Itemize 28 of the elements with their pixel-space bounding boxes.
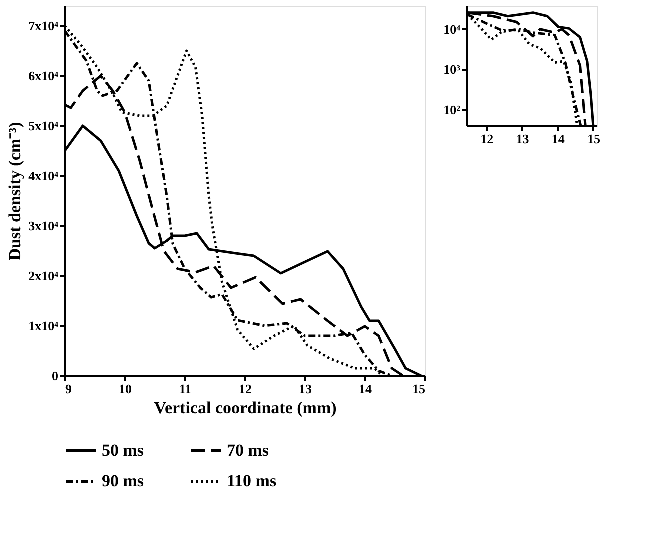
x-tick-label: 11 [179,382,192,396]
x-tick-label: 15 [587,132,601,146]
x-tick-label: 14 [552,132,566,146]
x-tick-label: 13 [299,382,312,396]
y-tick-label: 4x10⁴ [28,168,59,184]
x-tick-label: 15 [412,382,426,396]
y-axis-title: Dust density (cm⁻³) [6,122,25,261]
y-tick-label: 1x10⁴ [28,318,59,334]
x-tick-label: 10 [119,382,132,396]
y-tick-label: 10⁴ [444,22,461,37]
x-axis-title: Vertical coordinate (mm) [154,398,337,418]
legend-label: 50 ms [102,440,144,460]
y-tick-label: 5x10⁴ [28,118,59,134]
x-tick-label: 14 [359,382,372,396]
y-tick-label: 2x10⁴ [28,268,59,284]
x-tick-label: 12 [239,382,252,396]
x-tick-label: 13 [516,132,530,146]
y-tick-label: 6x10⁴ [28,68,59,84]
legend-label: 90 ms [102,472,144,490]
x-tick-label: 12 [480,132,494,146]
y-tick-label: 10³ [444,62,461,78]
x-tick-label: 9 [66,382,72,396]
y-tick-label: 0 [52,368,58,384]
legend-label: 70 ms [227,440,270,460]
legend-label: 110 ms [227,472,277,490]
y-tick-label: 7x10⁴ [28,18,59,34]
y-tick-label: 10² [444,102,461,118]
y-tick-label: 3x10⁴ [28,218,59,234]
